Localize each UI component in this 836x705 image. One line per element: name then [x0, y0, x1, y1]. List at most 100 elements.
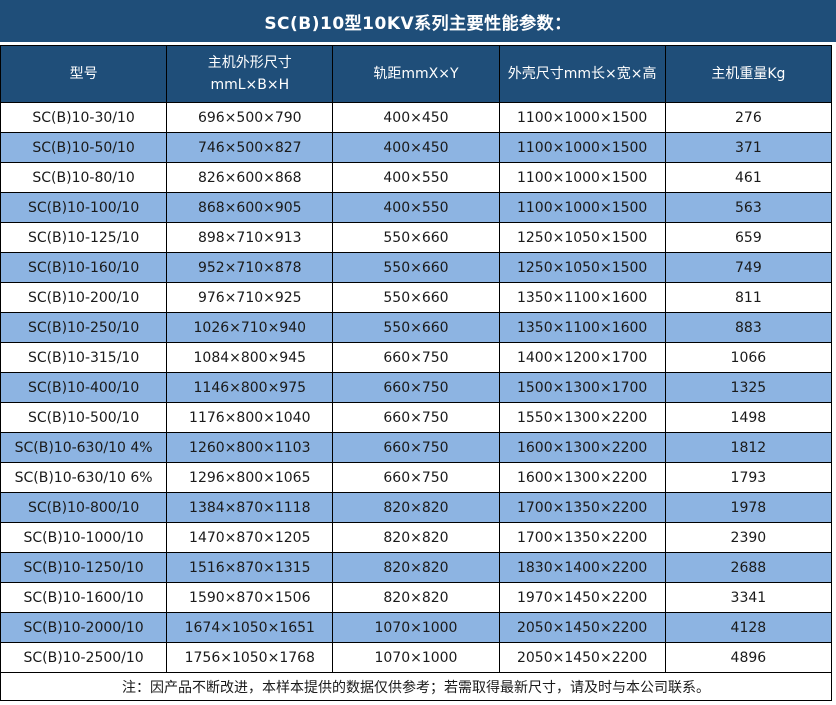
rail-gauge-cell: 400×550 [332, 192, 500, 223]
table-row: SC(B)10-2000/10 1674×1050×1651 1070×1000 20… [0, 612, 833, 643]
table-row: SC(B)10-30/10 696×500×790 400×450 1100×1000… [0, 102, 833, 133]
model-cell: SC(B)10-160/10 [0, 252, 168, 283]
model-cell: SC(B)10-2500/10 [0, 642, 168, 673]
unit-dimensions-cell: 1516×870×1315 [166, 552, 334, 583]
unit-dimensions-cell: 868×600×905 [166, 192, 334, 223]
model-cell: SC(B)10-80/10 [0, 162, 168, 193]
model-cell: SC(B)10-1250/10 [0, 552, 168, 583]
table-row: SC(B)10-400/10 1146×800×975 660×750 1500×13… [0, 372, 833, 403]
shell-dimensions-cell: 1600×1300×2200 [498, 432, 666, 463]
shell-dimensions-cell: 1100×1000×1500 [498, 192, 666, 223]
weight-cell: 883 [664, 312, 833, 343]
unit-dimensions-cell: 1084×800×945 [166, 342, 334, 373]
shell-dimensions-cell: 1500×1300×1700 [498, 372, 666, 403]
weight-cell: 4896 [664, 642, 833, 673]
weight-cell: 371 [664, 132, 833, 163]
model-cell: SC(B)10-50/10 [0, 132, 168, 163]
unit-dimensions-cell: 1674×1050×1651 [166, 612, 334, 643]
table-body: SC(B)10-30/10 696×500×790 400×450 1100×1000… [0, 102, 833, 673]
table-footer: 注：因产品不断改进，本样本提供的数据仅供参考；若需取得最新尺寸，请及时与本公司联… [0, 672, 832, 701]
column-header-label: 轨距mmX×Y [373, 66, 459, 82]
weight-cell: 276 [664, 102, 833, 133]
unit-dimensions-cell: 1260×800×1103 [166, 432, 334, 463]
unit-dimensions-cell: 1384×870×1118 [166, 492, 334, 523]
column-header-model: 型号 [0, 45, 168, 103]
table-row: SC(B)10-1000/10 1470×870×1205 820×820 1700×… [0, 522, 833, 553]
model-cell: SC(B)10-1000/10 [0, 522, 168, 553]
table-row: SC(B)10-50/10 746×500×827 400×450 1100×1000… [0, 132, 833, 163]
unit-dimensions-cell: 952×710×878 [166, 252, 334, 283]
unit-dimensions-cell: 1176×800×1040 [166, 402, 334, 433]
column-header-weight: 主机重量Kg [664, 45, 833, 103]
shell-dimensions-cell: 2050×1450×2200 [498, 642, 666, 673]
table-row: SC(B)10-315/10 1084×800×945 660×750 1400×12… [0, 342, 833, 373]
table-row: SC(B)10-2500/10 1756×1050×1768 1070×1000 20… [0, 642, 833, 673]
rail-gauge-cell: 400×450 [332, 102, 500, 133]
unit-dimensions-cell: 898×710×913 [166, 222, 334, 253]
weight-cell: 2688 [664, 552, 833, 583]
column-header-label: 主机外形尺寸 [207, 55, 292, 71]
model-cell: SC(B)10-500/10 [0, 402, 168, 433]
shell-dimensions-cell: 1250×1050×1500 [498, 222, 666, 253]
weight-cell: 4128 [664, 612, 833, 643]
rail-gauge-cell: 1070×1000 [332, 612, 500, 643]
weight-cell: 563 [664, 192, 833, 223]
rail-gauge-cell: 660×750 [332, 432, 500, 463]
weight-cell: 3341 [664, 582, 833, 613]
column-header-label: 型号 [69, 66, 98, 82]
column-header-rail-gauge: 轨距mmX×Y [332, 45, 500, 103]
table-row: SC(B)10-1600/10 1590×870×1506 820×820 1970×… [0, 582, 833, 613]
table-row: SC(B)10-500/10 1176×800×1040 660×750 1550×1… [0, 402, 833, 433]
table-row: SC(B)10-1250/10 1516×870×1315 820×820 1830×… [0, 552, 833, 583]
table-row: SC(B)10-630/10 6% 1296×800×1065 660×750 160… [0, 462, 833, 493]
rail-gauge-cell: 400×450 [332, 132, 500, 163]
shell-dimensions-cell: 1700×1350×2200 [498, 492, 666, 523]
table-row: SC(B)10-100/10 868×600×905 400×550 1100×100… [0, 192, 833, 223]
table-row: SC(B)10-125/10 898×710×913 550×660 1250×105… [0, 222, 833, 253]
table-row: SC(B)10-800/10 1384×870×1118 820×820 1700×1… [0, 492, 833, 523]
unit-dimensions-cell: 1756×1050×1768 [166, 642, 334, 673]
model-cell: SC(B)10-250/10 [0, 312, 168, 343]
model-cell: SC(B)10-2000/10 [0, 612, 168, 643]
table-row: SC(B)10-250/10 1026×710×940 550×660 1350×11… [0, 312, 833, 343]
unit-dimensions-cell: 1590×870×1506 [166, 582, 334, 613]
unit-dimensions-cell: 696×500×790 [166, 102, 334, 133]
rail-gauge-cell: 550×660 [332, 312, 500, 343]
model-cell: SC(B)10-630/10 4% [0, 432, 168, 463]
shell-dimensions-cell: 1350×1100×1600 [498, 312, 666, 343]
model-cell: SC(B)10-630/10 6% [0, 462, 168, 493]
rail-gauge-cell: 820×820 [332, 582, 500, 613]
column-header-unit-dimensions: 主机外形尺寸 mmL×B×H [166, 45, 334, 103]
table-row: SC(B)10-630/10 4% 1260×800×1103 660×750 160… [0, 432, 833, 463]
table-title: SC(B)10型10KV系列主要性能参数： [0, 0, 836, 42]
shell-dimensions-cell: 1100×1000×1500 [498, 162, 666, 193]
rail-gauge-cell: 550×660 [332, 252, 500, 283]
unit-dimensions-cell: 1026×710×940 [166, 312, 334, 343]
spec-table: 型号 主机外形尺寸 mmL×B×H 轨距mmX×Y 外壳尺寸mm长×宽×高 主机… [0, 45, 833, 701]
weight-cell: 461 [664, 162, 833, 193]
shell-dimensions-cell: 1830×1400×2200 [498, 552, 666, 583]
unit-dimensions-cell: 976×710×925 [166, 282, 334, 313]
weight-cell: 1978 [664, 492, 833, 523]
weight-cell: 1812 [664, 432, 833, 463]
rail-gauge-cell: 820×820 [332, 552, 500, 583]
rail-gauge-cell: 660×750 [332, 372, 500, 403]
shell-dimensions-cell: 1600×1300×2200 [498, 462, 666, 493]
shell-dimensions-cell: 1350×1100×1600 [498, 282, 666, 313]
unit-dimensions-cell: 826×600×868 [166, 162, 334, 193]
model-cell: SC(B)10-200/10 [0, 282, 168, 313]
rail-gauge-cell: 660×750 [332, 342, 500, 373]
shell-dimensions-cell: 1400×1200×1700 [498, 342, 666, 373]
weight-cell: 1066 [664, 342, 833, 373]
model-cell: SC(B)10-30/10 [0, 102, 168, 133]
model-cell: SC(B)10-1600/10 [0, 582, 168, 613]
weight-cell: 1793 [664, 462, 833, 493]
model-cell: SC(B)10-100/10 [0, 192, 168, 223]
unit-dimensions-cell: 1296×800×1065 [166, 462, 334, 493]
shell-dimensions-cell: 1700×1350×2200 [498, 522, 666, 553]
header-row: 型号 主机外形尺寸 mmL×B×H 轨距mmX×Y 外壳尺寸mm长×宽×高 主机… [0, 45, 833, 103]
model-cell: SC(B)10-800/10 [0, 492, 168, 523]
table-row: SC(B)10-200/10 976×710×925 550×660 1350×110… [0, 282, 833, 313]
table-row: SC(B)10-80/10 826×600×868 400×550 1100×1000… [0, 162, 833, 193]
